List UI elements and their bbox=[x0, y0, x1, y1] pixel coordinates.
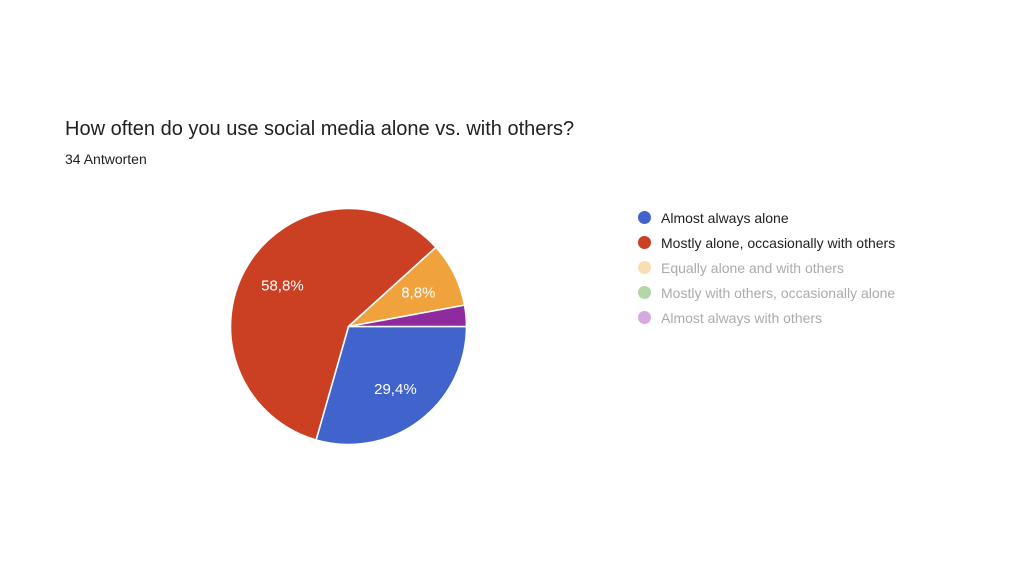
legend-dot-icon bbox=[638, 261, 651, 274]
pie-slice-4 bbox=[347, 304, 468, 328]
pie-slice-1 bbox=[229, 207, 437, 441]
legend-item-2: Equally alone and with others bbox=[638, 255, 895, 280]
legend-dot-icon bbox=[638, 311, 651, 324]
pie-chart-area: 29,4% 58,8% 8,8% bbox=[228, 206, 469, 447]
pie-chart: 29,4% 58,8% 8,8% bbox=[229, 207, 468, 446]
legend-item-3: Mostly with others, occasionally alone bbox=[638, 280, 895, 305]
pie-slice-0 bbox=[315, 325, 468, 446]
legend-label: Equally alone and with others bbox=[661, 259, 844, 276]
pie-slice-pct-label: 29,4% bbox=[374, 381, 417, 398]
response-count: 34 Antworten bbox=[65, 151, 147, 167]
pie-slice-pct-label: 8,8% bbox=[401, 284, 435, 301]
legend-dot-icon bbox=[638, 236, 651, 249]
legend: Almost always alone Mostly alone, occasio… bbox=[638, 205, 895, 330]
legend-item-4: Almost always with others bbox=[638, 305, 895, 330]
legend-item-1: Mostly alone, occasionally with others bbox=[638, 230, 895, 255]
page-title: How often do you use social media alone … bbox=[65, 118, 575, 140]
legend-label: Mostly alone, occasionally with others bbox=[661, 234, 896, 251]
legend-label: Almost always alone bbox=[661, 209, 789, 226]
legend-label: Almost always with others bbox=[661, 309, 823, 326]
legend-dot-icon bbox=[638, 211, 651, 224]
legend-label: Mostly with others, occasionally alone bbox=[661, 284, 896, 301]
pie-slice-pct-label: 58,8% bbox=[261, 278, 304, 295]
legend-dot-icon bbox=[638, 286, 651, 299]
legend-item-0: Almost always alone bbox=[638, 205, 895, 230]
